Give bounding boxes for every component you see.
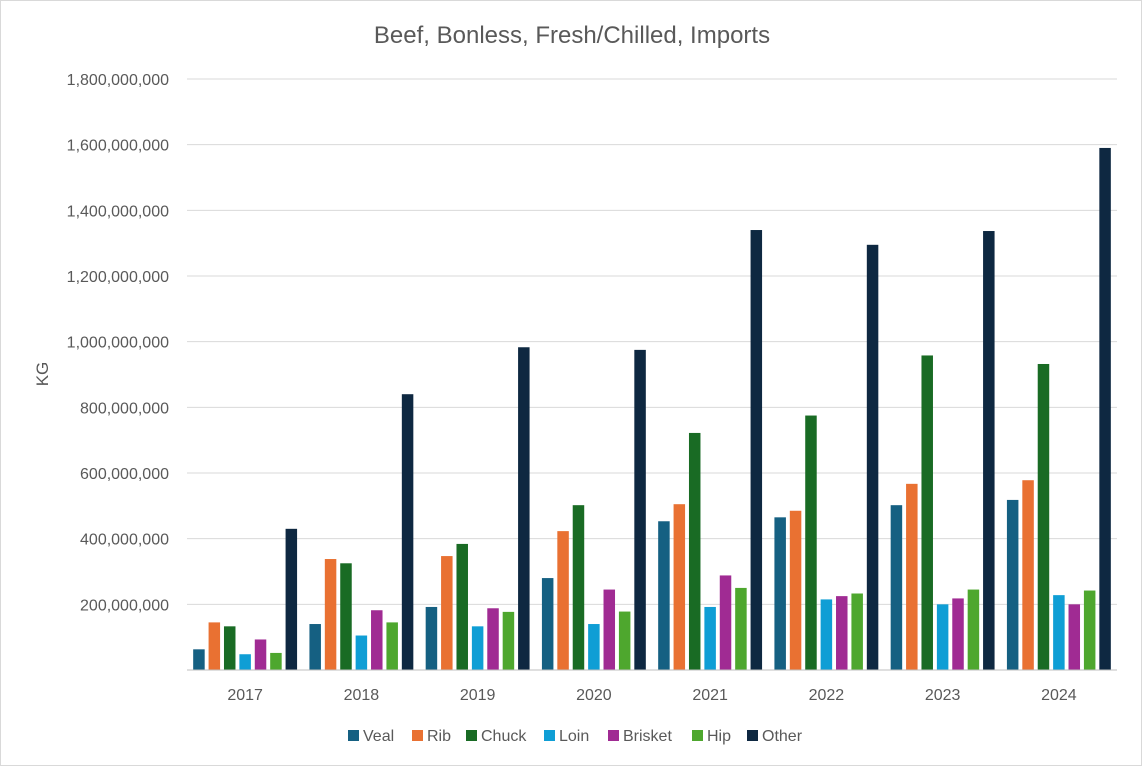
legend-label-veal: Veal: [363, 728, 394, 745]
bar-hip-2024: [1083, 590, 1096, 670]
bar-other-2022: [866, 244, 879, 670]
bar-loin-2017: [239, 654, 251, 670]
gridlines: [187, 78, 1117, 605]
bar-hip-2017: [270, 652, 282, 670]
x-tick-label: 2019: [460, 687, 496, 704]
bar-brisket-2023: [952, 598, 964, 670]
legend-label-other: Other: [762, 728, 803, 745]
y-tick-label: 1,800,000,000: [67, 72, 169, 89]
bar-veal-2019: [425, 606, 438, 670]
bar-chuck-2024: [1037, 363, 1050, 670]
bar-veal-2023: [890, 505, 903, 670]
bar-brisket-2021: [719, 575, 732, 670]
bar-brisket-2019: [487, 608, 499, 670]
bar-chuck-2022: [805, 415, 817, 670]
bar-chuck-2020: [572, 505, 585, 670]
legend-label-hip: Hip: [707, 728, 731, 745]
legend-swatch-chuck: [466, 730, 477, 741]
x-tick-label: 2018: [344, 687, 380, 704]
bar-rib-2019: [441, 556, 453, 670]
x-tick-label: 2022: [809, 687, 845, 704]
bar-other-2024: [1099, 147, 1111, 670]
legend-label-loin: Loin: [559, 728, 589, 745]
bar-other-2018: [401, 394, 414, 670]
bar-chuck-2018: [340, 563, 352, 670]
bar-rib-2020: [557, 531, 569, 670]
x-tick-label: 2017: [227, 687, 263, 704]
legend: Veal Rib Chuck Loin Brisket Hip Other: [348, 728, 803, 745]
y-tick-label: 1,400,000,000: [67, 203, 169, 220]
y-tick-label: 1,600,000,000: [67, 138, 169, 155]
bar-loin-2018: [355, 635, 368, 670]
bar-other-2020: [634, 349, 646, 671]
y-tick-label: 1,200,000,000: [67, 269, 169, 286]
bar-rib-2018: [324, 559, 337, 670]
bar-hip-2023: [967, 589, 980, 670]
x-tick-label: 2021: [692, 687, 728, 704]
bar-chuck-2019: [456, 543, 468, 670]
x-tick-label: 2024: [1041, 687, 1077, 704]
bars: [193, 147, 1111, 671]
legend-label-chuck: Chuck: [481, 728, 527, 745]
bar-hip-2020: [618, 611, 631, 670]
legend-swatch-rib: [412, 730, 423, 741]
bar-other-2017: [285, 528, 298, 670]
bar-hip-2018: [386, 622, 398, 670]
bar-veal-2020: [541, 578, 554, 670]
bar-other-2021: [750, 230, 763, 670]
bar-veal-2021: [658, 521, 670, 670]
legend-swatch-loin: [544, 730, 555, 741]
bar-other-2019: [518, 347, 530, 670]
bar-rib-2021: [673, 504, 686, 670]
bar-loin-2020: [588, 624, 600, 670]
y-axis-ticks: 200,000,000 400,000,000 600,000,000 800,000…: [67, 72, 169, 614]
bar-rib-2022: [789, 510, 802, 670]
y-tick-label: 800,000,000: [80, 400, 169, 417]
bar-loin-2021: [704, 606, 716, 670]
y-tick-label: 400,000,000: [80, 532, 169, 549]
bar-loin-2019: [471, 626, 484, 670]
bar-brisket-2017: [254, 639, 267, 670]
bar-chuck-2021: [688, 432, 701, 670]
legend-swatch-hip: [692, 730, 703, 741]
bar-chuck-2017: [223, 626, 236, 670]
bar-loin-2022: [820, 599, 833, 670]
bar-brisket-2022: [836, 596, 848, 671]
legend-swatch-veal: [348, 730, 359, 741]
bar-hip-2022: [851, 593, 863, 670]
x-tick-label: 2023: [925, 687, 961, 704]
legend-swatch-other: [747, 730, 758, 741]
bar-hip-2021: [735, 587, 747, 670]
legend-label-rib: Rib: [427, 728, 451, 745]
bar-rib-2024: [1022, 480, 1034, 670]
bar-veal-2022: [774, 517, 786, 670]
y-tick-label: 1,000,000,000: [67, 335, 169, 352]
bar-loin-2023: [936, 604, 949, 670]
bar-brisket-2020: [603, 589, 616, 670]
bar-loin-2024: [1053, 595, 1065, 670]
y-tick-label: 600,000,000: [80, 466, 169, 483]
x-axis-ticks: 2017 2018 2019 2020 2021 2022 2023 2024: [227, 687, 1076, 704]
legend-swatch-brisket: [608, 730, 619, 741]
bar-chuck-2023: [921, 355, 933, 670]
bar-veal-2018: [309, 624, 321, 670]
bar-brisket-2018: [371, 610, 383, 670]
bar-hip-2019: [502, 611, 515, 670]
bar-brisket-2024: [1068, 604, 1081, 670]
bar-rib-2017: [208, 622, 221, 670]
bar-veal-2017: [193, 649, 205, 670]
chart-title: Beef, Bonless, Fresh/Chilled, Imports: [374, 22, 770, 49]
x-tick-label: 2020: [576, 687, 612, 704]
y-tick-label: 200,000,000: [80, 597, 169, 614]
bar-rib-2023: [906, 483, 918, 670]
bar-other-2023: [983, 231, 995, 670]
y-axis-title: KG: [33, 362, 52, 387]
bar-veal-2024: [1006, 499, 1019, 670]
legend-label-brisket: Brisket: [623, 728, 672, 745]
